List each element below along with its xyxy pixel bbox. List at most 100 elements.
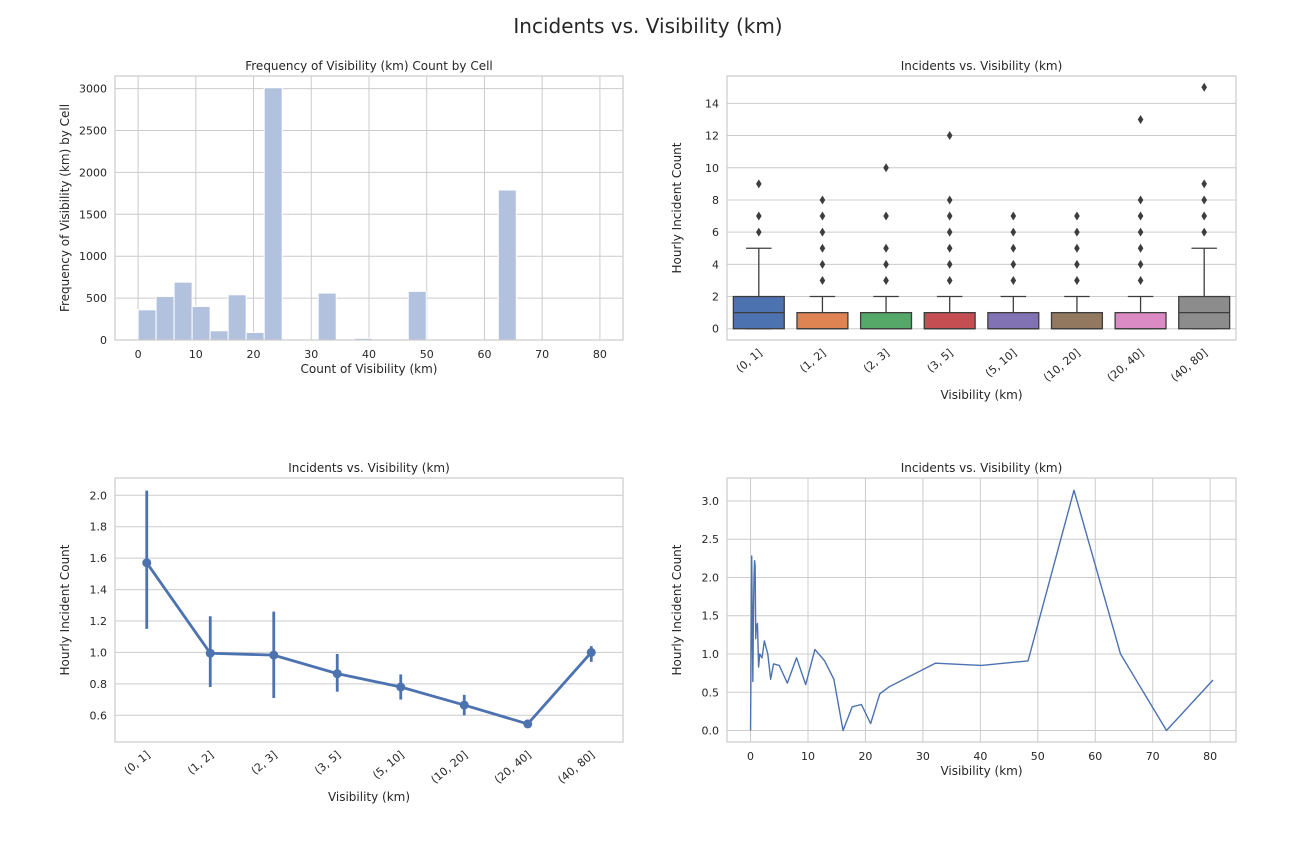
outlier-point — [1010, 211, 1017, 221]
outlier-point — [1137, 227, 1144, 237]
y-tick-label: 0 — [712, 323, 719, 336]
x-tick-label: (2, 3] — [861, 346, 892, 375]
x-axis-label: Visibility (km) — [328, 790, 410, 804]
x-tick-label: 80 — [593, 348, 607, 361]
box-body — [1050, 311, 1104, 330]
data-point — [396, 682, 406, 692]
outlier-point — [946, 131, 953, 141]
y-tick-label: 2.0 — [90, 489, 108, 502]
box-1 — [732, 179, 785, 330]
x-tick-label: (20, 40] — [1105, 346, 1147, 384]
x-tick-label: 40 — [362, 348, 376, 361]
x-tick-label: 30 — [304, 348, 318, 361]
x-tick-label: 20 — [247, 348, 261, 361]
histogram-bar — [173, 281, 193, 341]
outlier-point — [819, 211, 826, 221]
y-tick-label: 1000 — [79, 250, 107, 263]
histogram-bar — [497, 189, 517, 341]
y-tick-label: 8 — [712, 194, 719, 207]
outlier-point — [1010, 259, 1017, 269]
chart-title: Incidents vs. Visibility (km) — [288, 461, 450, 475]
outlier-point — [1074, 211, 1080, 221]
series-line — [145, 562, 593, 726]
y-tick-label: 2.0 — [702, 571, 720, 584]
plot-frame — [114, 75, 624, 341]
histogram-bar — [407, 290, 427, 341]
box-body — [859, 311, 913, 330]
outlier-point — [756, 179, 762, 189]
outlier-point — [819, 243, 826, 253]
x-tick-label: 60 — [477, 348, 491, 361]
y-tick-label: 2 — [712, 291, 719, 304]
y-tick-label: 0.0 — [702, 725, 720, 738]
data-point — [142, 558, 152, 568]
outlier-point — [1201, 227, 1207, 237]
chart-title: Frequency of Visibility (km) Count by Ce… — [245, 59, 493, 73]
outlier-point — [1010, 275, 1017, 285]
x-axis-label: Visibility (km) — [940, 764, 1022, 778]
outlier-point — [1201, 195, 1207, 205]
boxplot-chart: 0 2 4 6 8 10 12 14 (0, 1] (1, 2] (2, 3] (3, 5] (5, 1… — [670, 59, 1237, 402]
y-tick-label: 1.2 — [90, 615, 108, 628]
y-axis-label: Hourly Incident Count — [670, 142, 684, 273]
y-tick-label: 14 — [705, 97, 719, 110]
box-8 — [1178, 82, 1231, 330]
outlier-point — [819, 195, 826, 205]
outlier-point — [1201, 179, 1207, 189]
y-tick-label: 2000 — [79, 166, 107, 179]
outlier-point — [1137, 275, 1144, 285]
data-point — [332, 669, 342, 679]
x-tick-label: 50 — [1031, 750, 1045, 763]
data-point — [459, 700, 469, 710]
outlier-point — [946, 243, 953, 253]
box-5 — [987, 211, 1040, 330]
outlier-point — [756, 211, 762, 221]
outlier-point — [1137, 243, 1144, 253]
y-tick-label: 12 — [705, 130, 719, 143]
histogram-bar — [209, 330, 229, 341]
pointplot-chart: 0.6 0.8 1.0 1.2 1.4 1.6 1.8 2.0 (0, 1] (1, 2] (2, … — [58, 461, 624, 804]
x-tick-label: (0, 1] — [122, 748, 153, 777]
box-2 — [796, 195, 849, 330]
outlier-point — [946, 227, 953, 237]
histogram-bar — [227, 294, 247, 341]
x-tick-label: (1, 2] — [185, 748, 216, 777]
outlier-point — [1137, 114, 1144, 124]
x-tick-label: 0 — [747, 750, 754, 763]
box-3 — [859, 163, 913, 330]
x-tick-label: 50 — [420, 348, 434, 361]
y-tick-label: 1.0 — [90, 646, 108, 659]
y-tick-label: 3000 — [79, 83, 107, 96]
histogram-bar — [137, 309, 157, 341]
y-tick-label: 1.6 — [90, 552, 108, 565]
box-body — [987, 311, 1040, 330]
plot-frame — [114, 477, 624, 743]
series-line — [749, 489, 1214, 732]
y-tick-label: 1.0 — [702, 648, 720, 661]
outlier-point — [1137, 211, 1144, 221]
box-body — [923, 311, 976, 330]
outlier-point — [1010, 227, 1017, 237]
x-tick-label: (2, 3] — [249, 748, 280, 777]
x-tick-label: 10 — [189, 348, 203, 361]
x-tick-label: (40, 80] — [555, 748, 597, 786]
data-point — [586, 647, 596, 657]
y-axis-label: Frequency of Visibility (km) by Cell — [58, 104, 72, 312]
outlier-point — [883, 243, 889, 253]
x-tick-label: (40, 80] — [1168, 346, 1210, 384]
outlier-point — [819, 259, 826, 269]
y-tick-label: 500 — [86, 292, 107, 305]
y-tick-label: 1.4 — [90, 584, 108, 597]
x-tick-label: (10, 20] — [1041, 346, 1083, 384]
outlier-point — [946, 259, 953, 269]
x-tick-label: (10, 20] — [428, 748, 470, 786]
x-tick-label: 60 — [1088, 750, 1102, 763]
y-tick-label: 3.0 — [702, 495, 720, 508]
y-tick-label: 0.8 — [90, 678, 108, 691]
y-tick-label: 0.6 — [90, 709, 108, 722]
chart-title: Incidents vs. Visibility (km) — [901, 59, 1063, 73]
x-tick-label: (0, 1] — [734, 346, 765, 375]
outlier-point — [946, 275, 953, 285]
lineplot-chart: 0 10 20 30 40 50 60 70 80 0.0 0.5 1.0 1.5 2.0 2.5 3.0 In… — [670, 461, 1237, 778]
histogram-chart: 0 10 20 30 40 50 60 70 80 0 500 1000 1500 2000 2500 300… — [58, 59, 624, 376]
